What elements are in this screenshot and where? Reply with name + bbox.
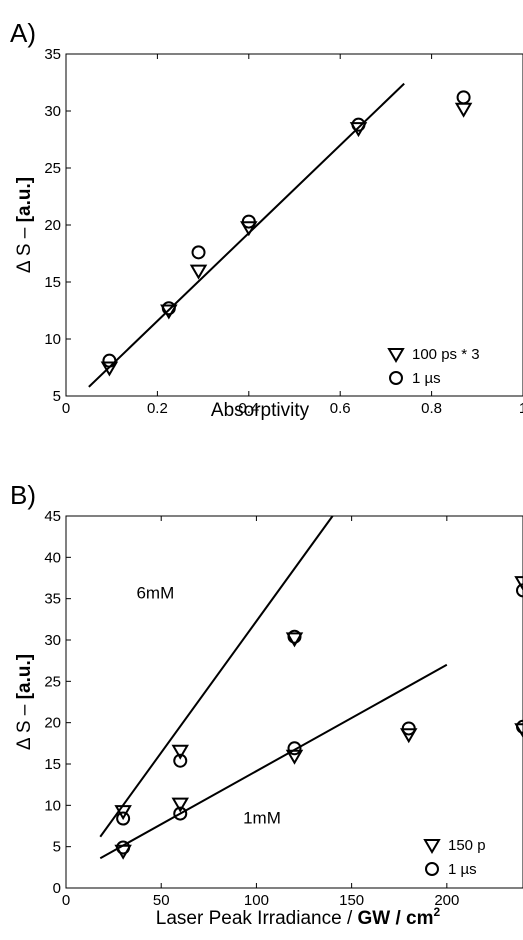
legend-entry: 1 µs <box>448 861 477 878</box>
legend-marker <box>423 839 441 854</box>
x-axis-label: Laser Peak Irradiance / GW / cm2 <box>156 905 441 929</box>
data-point-circle <box>287 741 302 756</box>
x-axis-label: Absorptivity <box>211 400 310 421</box>
legend: 150 p 1 µs <box>423 837 486 878</box>
y-tick-label: 35 <box>44 46 61 63</box>
data-point-circle <box>516 583 523 598</box>
data-point-triangle <box>514 723 523 739</box>
data-point-circle <box>241 214 256 229</box>
legend-entry: 100 ps * 3 <box>412 346 480 363</box>
x-tick-label: 0 <box>62 892 70 909</box>
y-tick-label: 45 <box>44 508 61 525</box>
x-tick-label: 0.8 <box>421 400 442 417</box>
x-tick-label: 0.4 <box>238 400 259 417</box>
x-tick-label: 100 <box>244 892 269 909</box>
panel-label: A) <box>10 18 36 48</box>
panel-b: B) 0 50 100 150 200 0 5 10 15 20 25 30 35 40 45 Laser Pe… <box>10 480 523 929</box>
y-tick-label: 20 <box>44 715 61 732</box>
data-point-circle <box>191 245 206 260</box>
y-tick-label: 35 <box>44 591 61 608</box>
legend-marker <box>425 862 439 876</box>
data-point-triangle <box>189 264 208 280</box>
data-point-triangle <box>285 749 304 765</box>
data-point-triangle <box>171 744 189 760</box>
legend-entry: 1 µs <box>412 370 441 387</box>
plot-frame <box>65 515 523 889</box>
legend: 100 ps * 3 1 µs <box>387 346 480 387</box>
y-axis-label: Δ S – [a.u.] <box>14 654 35 750</box>
y-tick-label: 10 <box>44 797 61 814</box>
y-tick-label: 30 <box>44 103 61 120</box>
x-tick-label: 0.6 <box>330 400 351 417</box>
y-tick-label: 0 <box>53 880 61 897</box>
data-point-circle <box>456 90 471 105</box>
y-tick-label: 30 <box>44 632 61 649</box>
data-point-triangle <box>400 728 418 744</box>
data-point-circle <box>287 629 302 644</box>
x-tick-label: 150 <box>339 892 364 909</box>
y-tick-label: 25 <box>44 160 61 177</box>
annotation: 1mM <box>243 809 281 828</box>
y-tick-label: 25 <box>44 673 61 690</box>
data-point-circle <box>116 811 131 826</box>
data-point-triangle <box>240 221 258 237</box>
y-axis-label: Δ S – [a.u.] <box>14 177 35 273</box>
x-tick-label: 1 <box>519 400 523 417</box>
data-point-circle <box>401 721 416 736</box>
data-point-triangle <box>454 102 473 118</box>
y-tick-label: 5 <box>53 388 61 405</box>
plot-frame <box>65 53 523 397</box>
data-point-triangle <box>514 576 523 592</box>
x-tick-label: 0.2 <box>147 400 168 417</box>
data-point-triangle <box>114 805 132 821</box>
data-point-circle <box>161 301 176 316</box>
data-point-circle <box>351 117 366 132</box>
data-point-circle <box>102 353 117 368</box>
legend-entry: 150 p <box>448 837 486 854</box>
data-point-triangle <box>160 304 178 320</box>
data-point-circle <box>116 840 131 855</box>
fit-line <box>88 82 405 388</box>
data-point-triangle <box>171 797 189 813</box>
data-point-triangle <box>285 632 304 648</box>
panel-a: A)00.20.40.60.815101520253035Absorptivit… <box>10 18 523 421</box>
data-point-circle <box>173 806 188 821</box>
legend-marker <box>387 348 405 363</box>
y-tick-label: 40 <box>44 549 61 566</box>
annotation: 6mM <box>136 584 174 603</box>
y-tick-label: 5 <box>53 839 61 856</box>
data-point-triangle <box>100 361 119 377</box>
x-tick-label: 200 <box>434 892 459 909</box>
x-tick-label: 50 <box>153 892 170 909</box>
y-tick-label: 10 <box>44 331 61 348</box>
y-tick-label: 20 <box>44 217 61 234</box>
y-tick-label: 15 <box>44 274 61 291</box>
x-tick-label: 0 <box>62 400 70 417</box>
fit-line <box>99 663 448 860</box>
y-tick-label: 15 <box>44 756 61 773</box>
data-point-circle <box>173 753 188 768</box>
fit-line <box>99 515 334 838</box>
panel-label: B) <box>10 480 36 510</box>
legend-marker <box>389 371 403 385</box>
data-point-circle <box>516 719 523 734</box>
